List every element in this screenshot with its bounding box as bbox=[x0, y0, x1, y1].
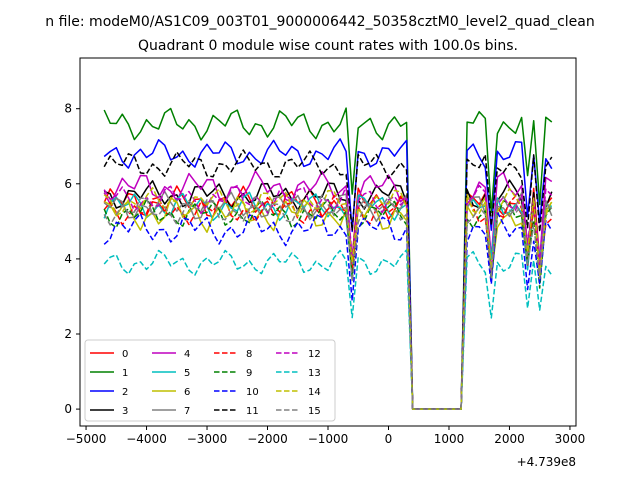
x-tick-label: 1000 bbox=[434, 432, 465, 446]
series-line-1 bbox=[103, 107, 553, 410]
x-tick-label: 3000 bbox=[555, 432, 586, 446]
legend-label-3: 3 bbox=[122, 406, 128, 417]
legend-label-7: 7 bbox=[184, 406, 190, 417]
legend-label-13: 13 bbox=[308, 368, 321, 379]
series-line-10 bbox=[103, 211, 553, 410]
x-tick-label: −5000 bbox=[66, 432, 107, 446]
legend-label-8: 8 bbox=[246, 349, 252, 360]
series-line-15 bbox=[103, 194, 553, 410]
legend-label-14: 14 bbox=[308, 387, 321, 398]
legend-label-6: 6 bbox=[184, 387, 190, 398]
y-tick-label: 0 bbox=[64, 402, 72, 416]
series-line-12 bbox=[103, 184, 553, 410]
legend-label-5: 5 bbox=[184, 368, 190, 379]
y-tick-label: 6 bbox=[64, 177, 72, 191]
legend-frame bbox=[84, 339, 336, 422]
series-line-5 bbox=[103, 191, 553, 410]
series-line-13 bbox=[103, 249, 553, 410]
legend-label-0: 0 bbox=[122, 349, 128, 360]
axis-ticks: −5000 −4000 −3000 −2000 −1000 0 1000 2000 3000 0 2… bbox=[64, 102, 585, 446]
series-line-11 bbox=[103, 149, 553, 410]
y-tick-label: 2 bbox=[64, 327, 72, 341]
legend-label-2: 2 bbox=[122, 387, 128, 398]
plot-frame bbox=[79, 57, 577, 427]
x-tick-label: 2000 bbox=[494, 432, 525, 446]
legend-label-15: 15 bbox=[308, 406, 321, 417]
series-layer bbox=[103, 107, 553, 410]
x-tick-label: −2000 bbox=[247, 432, 288, 446]
legend-label-1: 1 bbox=[122, 368, 128, 379]
series-line-8 bbox=[103, 194, 553, 410]
x-tick-label: 0 bbox=[385, 432, 393, 446]
legend-label-10: 10 bbox=[246, 387, 259, 398]
series-line-9 bbox=[103, 198, 553, 410]
x-tick-label: −3000 bbox=[187, 432, 228, 446]
x-tick-label: −4000 bbox=[126, 432, 167, 446]
legend-label-9: 9 bbox=[246, 368, 252, 379]
legend-label-12: 12 bbox=[308, 349, 321, 360]
chart-title: Quadrant 0 module wise count rates with … bbox=[138, 38, 518, 54]
legend-label-4: 4 bbox=[184, 349, 190, 360]
x-offset-label: +4.739e8 bbox=[517, 455, 576, 469]
figure-suptitle: n file: modeM0/AS1C09_003T01_9000006442_… bbox=[45, 14, 594, 30]
x-tick-label: −1000 bbox=[308, 432, 349, 446]
legend-label-11: 11 bbox=[246, 406, 259, 417]
y-tick-label: 4 bbox=[64, 252, 72, 266]
series-line-14 bbox=[103, 187, 553, 410]
y-tick-label: 8 bbox=[64, 102, 72, 116]
